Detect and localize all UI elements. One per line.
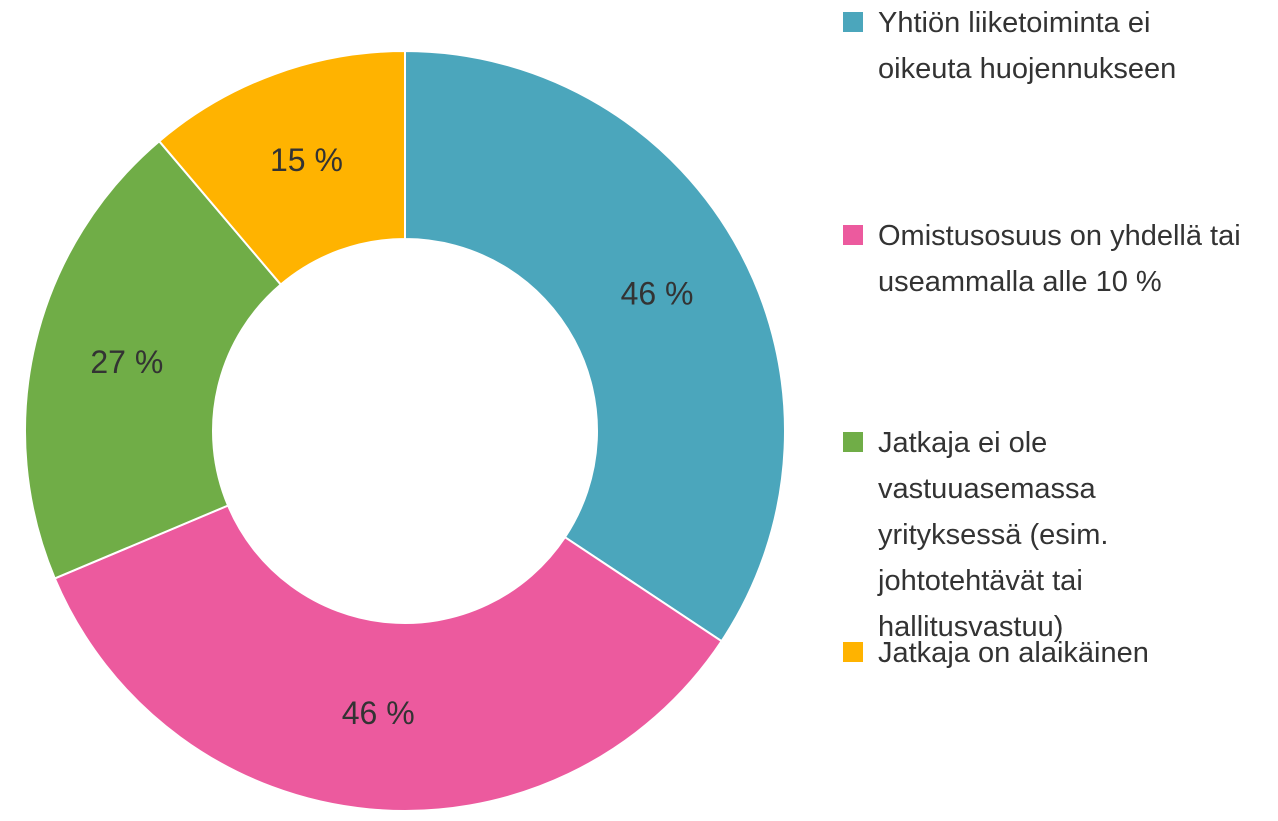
legend-swatch (843, 642, 863, 662)
legend-swatch (843, 225, 863, 245)
data-label: 15 % (270, 142, 343, 178)
legend-item: Yhtiön liiketoiminta ei oikeuta huojennu… (843, 0, 1263, 92)
donut-slice (24, 139, 283, 580)
data-label: 27 % (90, 344, 163, 380)
legend-item: Jatkaja ei ole vastuuasemassa yrityksess… (843, 420, 1263, 650)
legend-label: Jatkaja ei ole vastuuasemassa yrityksess… (878, 427, 1109, 643)
legend-label: Omistusosuus on yhdellä tai useammalla a… (878, 220, 1241, 298)
legend-item: Jatkaja on alaikäinen (843, 630, 1263, 676)
data-label: 46 % (621, 275, 694, 311)
donut-slice (53, 504, 723, 812)
legend-swatch (843, 12, 863, 32)
donut-slice (157, 49, 406, 286)
chart: 46 % 46 % 27 % 15 % (24, 49, 786, 812)
legend-label: Yhtiön liiketoiminta ei oikeuta huojennu… (878, 7, 1177, 85)
legend-label: Jatkaja on alaikäinen (878, 637, 1149, 669)
donut-slice (404, 49, 786, 643)
legend-swatch (843, 432, 863, 452)
legend-item: Omistusosuus on yhdellä tai useammalla a… (843, 213, 1263, 305)
data-label: 46 % (342, 695, 415, 731)
